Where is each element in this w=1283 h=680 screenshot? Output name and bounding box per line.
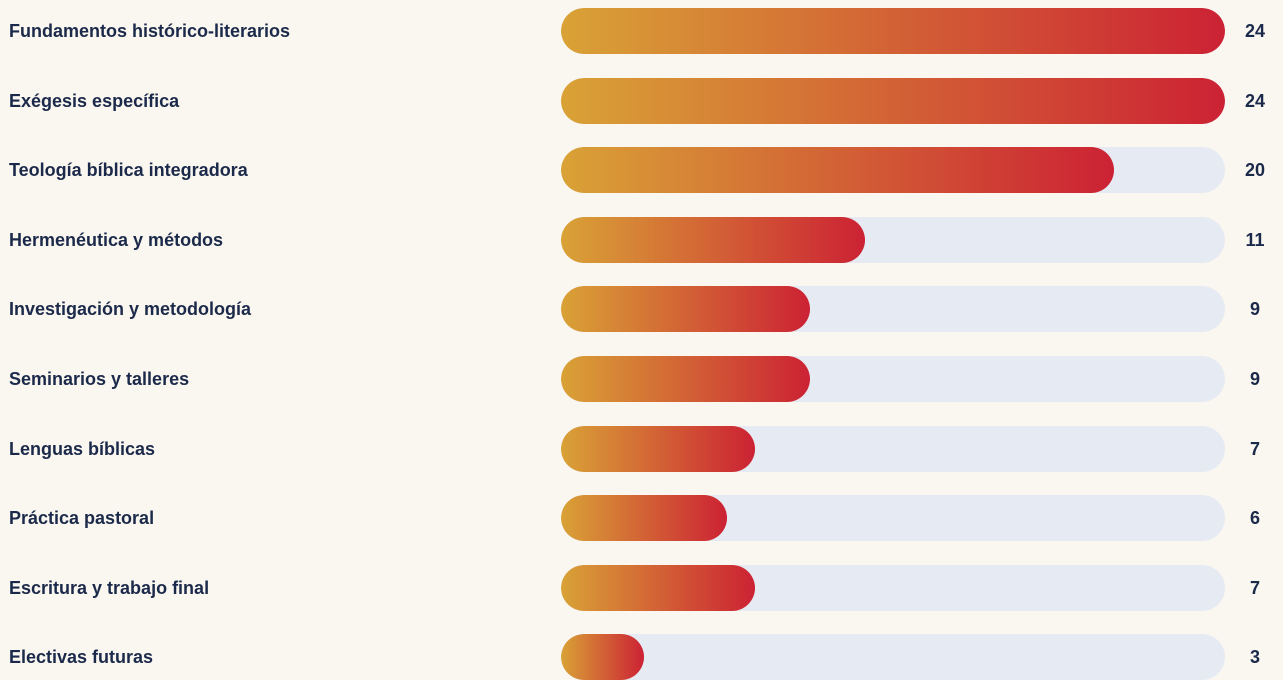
bar	[561, 634, 644, 680]
bar-row: Teología bíblica integradora 20	[0, 147, 1283, 193]
bar-row: Fundamentos histórico-literarios 24	[0, 8, 1283, 54]
bar-row: Práctica pastoral 6	[0, 495, 1283, 541]
bar-label: Teología bíblica integradora	[9, 160, 248, 180]
bar-track	[561, 8, 1225, 54]
bar	[561, 78, 1225, 124]
bar-label: Exégesis específica	[9, 91, 180, 111]
bar-label: Electivas futuras	[9, 647, 154, 667]
bar-value-label: 7	[1249, 578, 1260, 598]
bar-row: Hermenéutica y métodos 11	[0, 217, 1283, 263]
bar-label: Lenguas bíblicas	[9, 439, 156, 459]
bar-label: Hermenéutica y métodos	[9, 230, 224, 250]
bar-value-label: 20	[1244, 160, 1266, 180]
bar-row: Escritura y trabajo final 7	[0, 565, 1283, 611]
bar	[561, 286, 810, 332]
bar-value-label: 3	[1249, 647, 1260, 667]
bar-label: Fundamentos histórico-literarios	[9, 21, 291, 41]
bar-value-label: 9	[1249, 369, 1260, 389]
bar	[561, 565, 755, 611]
bar-track	[561, 565, 1225, 611]
bar-track	[561, 286, 1225, 332]
bar-track	[561, 356, 1225, 402]
bar-row: Exégesis específica 24	[0, 78, 1283, 124]
bar-label: Investigación y metodología	[9, 299, 252, 319]
bar-value-label: 9	[1249, 299, 1260, 319]
bar	[561, 8, 1225, 54]
bar	[561, 147, 1115, 193]
bar-row: Electivas futuras 3	[0, 634, 1283, 680]
bar-track	[561, 217, 1225, 263]
bar-value-label: 24	[1244, 91, 1266, 111]
bar-row: Investigación y metodología 9	[0, 286, 1283, 332]
bar-value-label: 24	[1244, 21, 1266, 41]
bar-label: Escritura y trabajo final	[9, 578, 210, 598]
bar	[561, 356, 810, 402]
bar-label: Seminarios y talleres	[9, 369, 190, 389]
bar-value-label: 7	[1249, 439, 1260, 459]
bar-track	[561, 495, 1225, 541]
bar-track	[561, 426, 1225, 472]
bar-track	[561, 147, 1225, 193]
bar-label: Práctica pastoral	[9, 508, 155, 528]
bar-track	[561, 78, 1225, 124]
bar-row: Lenguas bíblicas 7	[0, 426, 1283, 472]
bar	[561, 217, 866, 263]
bar-value-label: 6	[1249, 508, 1260, 528]
bar-row: Seminarios y talleres 9	[0, 356, 1283, 402]
bar	[561, 426, 755, 472]
bar-value-label: 11	[1245, 230, 1265, 250]
bar	[561, 495, 727, 541]
bar-track	[561, 634, 1225, 680]
